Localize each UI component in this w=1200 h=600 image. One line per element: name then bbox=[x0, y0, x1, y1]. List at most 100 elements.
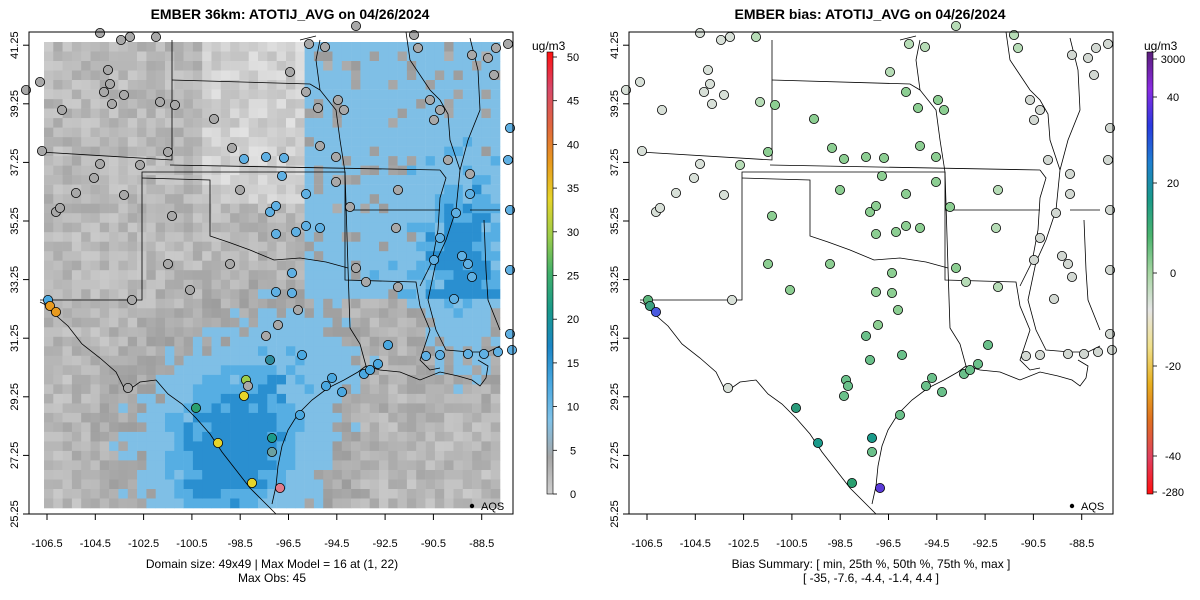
aqs-site-marker[interactable] bbox=[350, 20, 361, 31]
aqs-bias-marker[interactable] bbox=[657, 105, 668, 116]
aqs-site-marker[interactable] bbox=[127, 294, 138, 305]
aqs-site-marker[interactable] bbox=[71, 187, 82, 198]
aqs-bias-marker[interactable] bbox=[1104, 204, 1115, 215]
aqs-site-marker[interactable] bbox=[154, 97, 165, 108]
aqs-site-marker[interactable] bbox=[434, 232, 445, 243]
aqs-bias-marker[interactable] bbox=[914, 222, 925, 233]
aqs-site-marker[interactable] bbox=[208, 114, 219, 125]
aqs-site-marker[interactable] bbox=[434, 105, 445, 116]
aqs-bias-marker[interactable] bbox=[762, 146, 773, 157]
aqs-site-marker[interactable] bbox=[314, 140, 325, 151]
aqs-bias-marker[interactable] bbox=[900, 188, 911, 199]
aqs-bias-marker[interactable] bbox=[894, 409, 905, 420]
aqs-bias-marker[interactable] bbox=[950, 262, 961, 273]
aqs-site-marker[interactable] bbox=[504, 264, 515, 275]
aqs-site-marker[interactable] bbox=[278, 152, 289, 163]
aqs-site-marker[interactable] bbox=[424, 95, 435, 106]
aqs-site-marker[interactable] bbox=[270, 286, 281, 297]
aqs-site-marker[interactable] bbox=[238, 153, 249, 164]
aqs-bias-marker[interactable] bbox=[727, 294, 738, 305]
aqs-site-marker[interactable] bbox=[234, 184, 245, 195]
aqs-bias-marker[interactable] bbox=[864, 354, 875, 365]
aqs-bias-marker[interactable] bbox=[1012, 43, 1023, 54]
aqs-bias-marker[interactable] bbox=[703, 65, 714, 76]
aqs-bias-marker[interactable] bbox=[1062, 258, 1073, 269]
aqs-site-marker[interactable] bbox=[478, 348, 489, 359]
aqs-bias-marker[interactable] bbox=[870, 200, 881, 211]
aqs-site-marker[interactable] bbox=[95, 158, 106, 169]
aqs-site-marker[interactable] bbox=[37, 145, 48, 156]
aqs-bias-marker[interactable] bbox=[719, 189, 730, 200]
aqs-site-marker[interactable] bbox=[246, 477, 257, 488]
aqs-bias-marker[interactable] bbox=[826, 142, 837, 153]
aqs-bias-marker[interactable] bbox=[900, 87, 911, 98]
aqs-site-marker[interactable] bbox=[45, 300, 56, 311]
aqs-site-marker[interactable] bbox=[466, 271, 477, 282]
aqs-site-marker[interactable] bbox=[504, 328, 515, 339]
aqs-site-marker[interactable] bbox=[319, 42, 330, 53]
aqs-site-marker[interactable] bbox=[103, 65, 114, 76]
aqs-site-marker[interactable] bbox=[462, 258, 473, 269]
aqs-bias-marker[interactable] bbox=[645, 300, 656, 311]
aqs-site-marker[interactable] bbox=[330, 151, 341, 162]
aqs-site-marker[interactable] bbox=[332, 95, 343, 106]
aqs-bias-marker[interactable] bbox=[884, 67, 895, 78]
aqs-site-marker[interactable] bbox=[464, 168, 475, 179]
aqs-site-marker[interactable] bbox=[264, 354, 275, 365]
aqs-bias-marker[interactable] bbox=[932, 95, 943, 106]
aqs-site-marker[interactable] bbox=[290, 226, 301, 237]
aqs-bias-marker[interactable] bbox=[912, 103, 923, 114]
aqs-site-marker[interactable] bbox=[212, 437, 223, 448]
aqs-site-marker[interactable] bbox=[300, 188, 311, 199]
aqs-bias-marker[interactable] bbox=[769, 100, 780, 111]
aqs-site-marker[interactable] bbox=[428, 115, 439, 126]
aqs-bias-marker[interactable] bbox=[1066, 271, 1077, 282]
aqs-site-marker[interactable] bbox=[242, 380, 253, 391]
aqs-site-marker[interactable] bbox=[169, 100, 180, 111]
aqs-site-marker[interactable] bbox=[134, 159, 145, 170]
aqs-bias-marker[interactable] bbox=[1104, 264, 1115, 275]
aqs-site-marker[interactable] bbox=[55, 202, 66, 213]
aqs-site-marker[interactable] bbox=[162, 258, 173, 269]
aqs-site-marker[interactable] bbox=[314, 222, 325, 233]
aqs-site-marker[interactable] bbox=[364, 364, 375, 375]
aqs-site-marker[interactable] bbox=[412, 43, 423, 54]
aqs-site-marker[interactable] bbox=[390, 222, 401, 233]
aqs-site-marker[interactable] bbox=[303, 39, 314, 50]
aqs-site-marker[interactable] bbox=[336, 386, 347, 397]
aqs-site-marker[interactable] bbox=[286, 287, 297, 298]
aqs-bias-marker[interactable] bbox=[964, 364, 975, 375]
aqs-bias-marker[interactable] bbox=[671, 187, 682, 198]
aqs-bias-marker[interactable] bbox=[699, 87, 710, 98]
aqs-site-marker[interactable] bbox=[442, 154, 453, 165]
aqs-site-marker[interactable] bbox=[184, 284, 195, 295]
aqs-site-marker[interactable] bbox=[107, 99, 118, 110]
aqs-site-marker[interactable] bbox=[150, 32, 161, 43]
aqs-site-marker[interactable] bbox=[502, 154, 513, 165]
aqs-site-marker[interactable] bbox=[360, 276, 371, 287]
aqs-bias-marker[interactable] bbox=[992, 281, 1003, 292]
aqs-site-marker[interactable] bbox=[434, 349, 445, 360]
aqs-bias-marker[interactable] bbox=[896, 349, 907, 360]
aqs-bias-marker[interactable] bbox=[734, 159, 745, 170]
aqs-site-marker[interactable] bbox=[276, 170, 287, 181]
aqs-bias-marker[interactable] bbox=[750, 32, 761, 43]
aqs-site-marker[interactable] bbox=[504, 123, 515, 134]
aqs-bias-marker[interactable] bbox=[695, 27, 706, 38]
aqs-bias-marker[interactable] bbox=[838, 153, 849, 164]
aqs-site-marker[interactable] bbox=[190, 402, 201, 413]
aqs-site-marker[interactable] bbox=[464, 188, 475, 199]
aqs-site-marker[interactable] bbox=[224, 258, 235, 269]
aqs-bias-marker[interactable] bbox=[1092, 346, 1103, 357]
aqs-site-marker[interactable] bbox=[125, 32, 136, 43]
aqs-site-marker[interactable] bbox=[264, 206, 275, 217]
aqs-bias-marker[interactable] bbox=[886, 267, 897, 278]
aqs-site-marker[interactable] bbox=[123, 382, 134, 393]
aqs-bias-marker[interactable] bbox=[876, 170, 887, 181]
aqs-bias-marker[interactable] bbox=[1102, 39, 1113, 50]
aqs-site-marker[interactable] bbox=[502, 39, 513, 50]
aqs-bias-marker[interactable] bbox=[890, 226, 901, 237]
aqs-bias-marker[interactable] bbox=[1008, 29, 1019, 40]
aqs-site-marker[interactable] bbox=[284, 67, 295, 78]
aqs-site-marker[interactable] bbox=[89, 172, 100, 183]
